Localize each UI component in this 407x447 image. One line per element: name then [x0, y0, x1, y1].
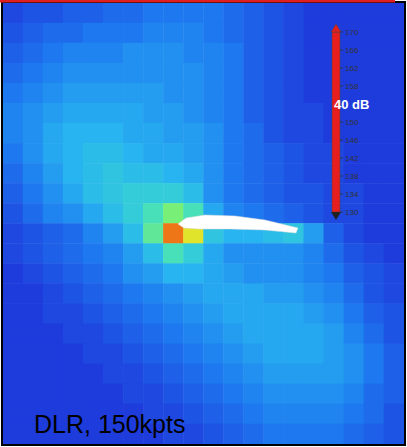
- svg-text:130: 130: [345, 208, 359, 217]
- svg-text:138: 138: [345, 172, 359, 181]
- svg-text:DLR, 150kpts: DLR, 150kpts: [34, 410, 185, 438]
- svg-text:142: 142: [345, 154, 359, 163]
- svg-text:170: 170: [345, 28, 359, 37]
- svg-text:134: 134: [345, 190, 359, 199]
- svg-text:150: 150: [345, 118, 359, 127]
- svg-text:146: 146: [345, 136, 359, 145]
- svg-text:166: 166: [345, 46, 359, 55]
- svg-text:158: 158: [345, 82, 359, 91]
- svg-text:40 dB: 40 dB: [334, 97, 369, 112]
- svg-text:162: 162: [345, 64, 359, 73]
